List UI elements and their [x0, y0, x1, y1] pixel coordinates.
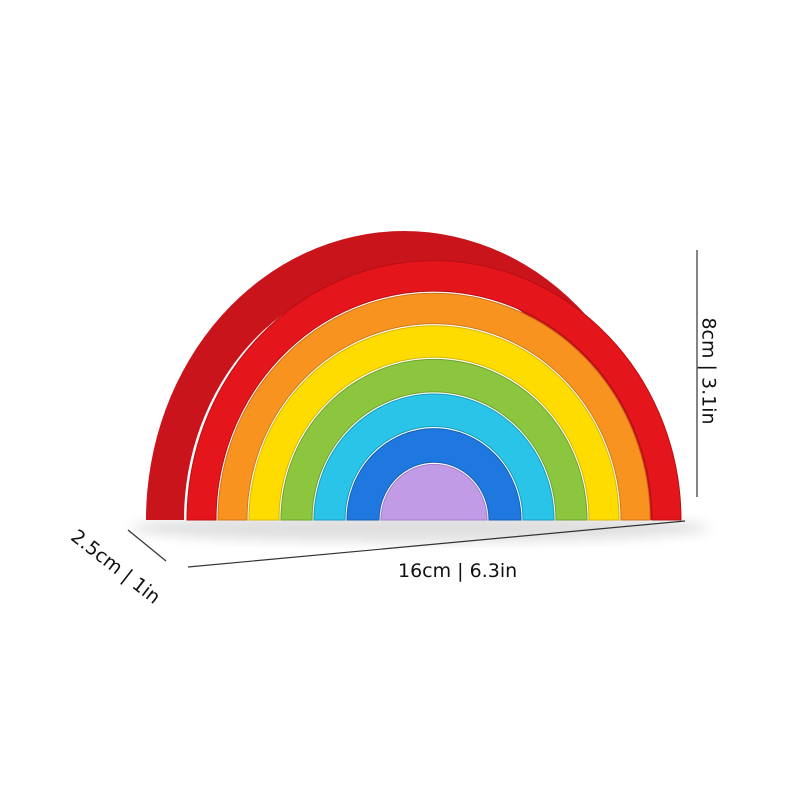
- green-arch: [280, 358, 588, 521]
- depth-dimension-line: [127, 529, 167, 562]
- yellow-arch: [248, 325, 620, 521]
- red-arch: [186, 260, 682, 521]
- blue-arch: [346, 428, 522, 521]
- height-label: 8cm | 3.1in: [697, 317, 720, 425]
- purple-arch: [380, 463, 488, 521]
- shadow: [130, 514, 710, 542]
- orange-arch: [217, 292, 651, 521]
- cyan-arch: [313, 393, 555, 521]
- width-dimension-line: [187, 520, 686, 568]
- width-label: 16cm | 6.3in: [398, 560, 518, 582]
